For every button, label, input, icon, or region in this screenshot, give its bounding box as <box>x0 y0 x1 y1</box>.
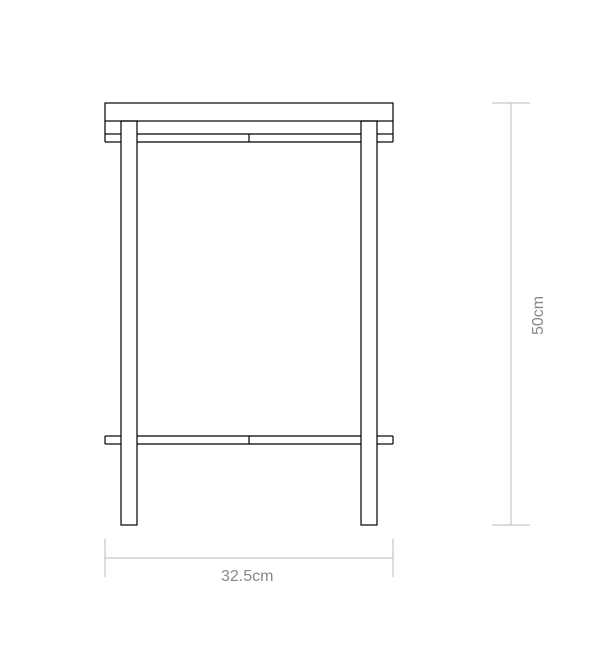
technical-drawing-svg <box>0 0 600 645</box>
drawing-canvas: 32.5cm 50cm <box>0 0 600 645</box>
height-dimension-label: 50cm <box>530 296 548 335</box>
width-dimension-label: 32.5cm <box>221 568 273 586</box>
